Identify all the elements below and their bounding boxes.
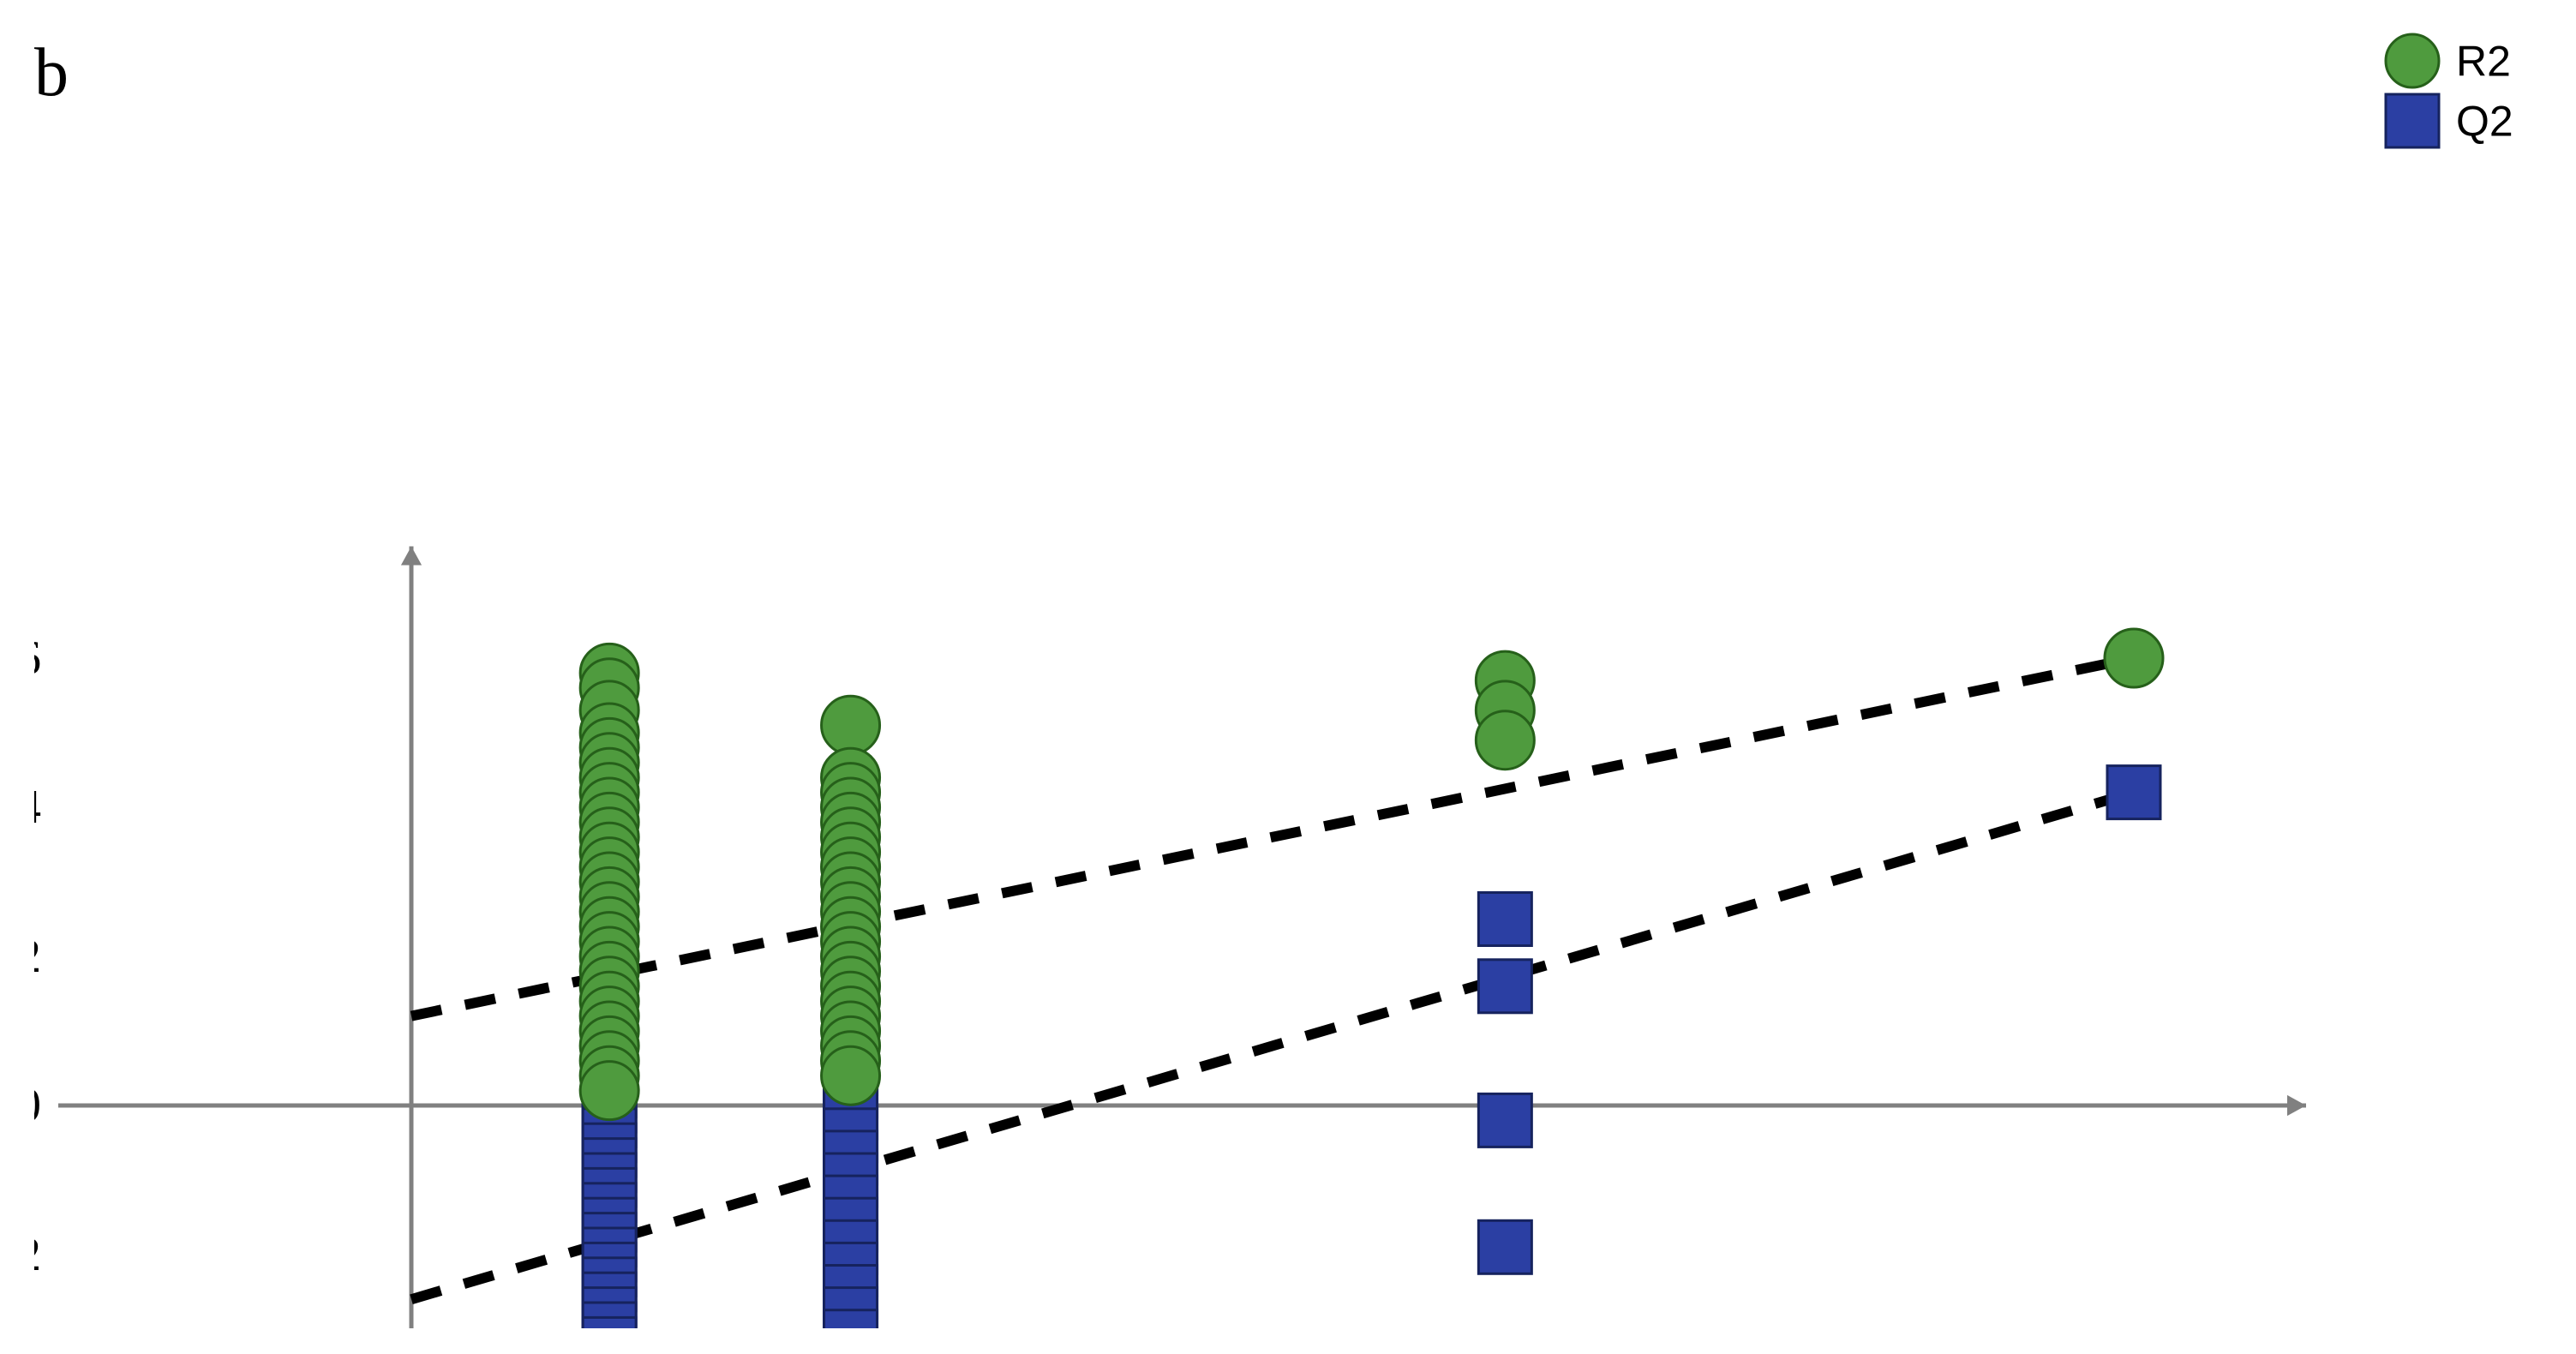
- r2-point: [822, 696, 880, 754]
- r2-point: [580, 1062, 638, 1120]
- q2-point: [824, 1310, 878, 1328]
- y-tick-label: 0: [34, 1079, 41, 1132]
- legend-marker-q2: [2386, 94, 2439, 147]
- q2-regression-line: [411, 793, 2134, 1300]
- q2-point: [583, 1317, 636, 1328]
- r2-regression-line: [411, 658, 2134, 1016]
- legend-label-r2: R2: [2456, 38, 2511, 86]
- legend: R2Q2: [2382, 26, 2571, 163]
- y-tick-label: 0.2: [34, 930, 41, 983]
- legend-marker-r2: [2386, 34, 2439, 87]
- y-tick-label: 0.6: [34, 632, 41, 685]
- q2-point: [1478, 960, 1531, 1013]
- r2-point: [1476, 711, 1534, 770]
- q2-point: [1478, 1220, 1531, 1273]
- q2-point: [1478, 1093, 1531, 1147]
- permutation-plot: -0.200.20.40.60.81-0.6-0.4-0.200.20.40.6…: [34, 86, 2365, 1328]
- y-tick-label: 0.4: [34, 781, 41, 834]
- r2-point: [2105, 629, 2163, 687]
- legend-label-q2: Q2: [2456, 98, 2513, 146]
- q2-point: [2107, 766, 2160, 819]
- y-tick-label: -0.2: [34, 1228, 41, 1281]
- q2-point: [1478, 893, 1531, 946]
- r2-point: [822, 1046, 880, 1105]
